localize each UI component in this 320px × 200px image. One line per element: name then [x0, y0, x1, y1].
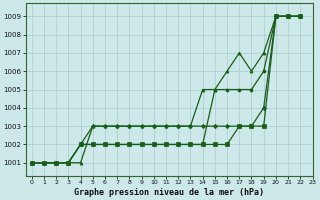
X-axis label: Graphe pression niveau de la mer (hPa): Graphe pression niveau de la mer (hPa)	[74, 188, 264, 197]
